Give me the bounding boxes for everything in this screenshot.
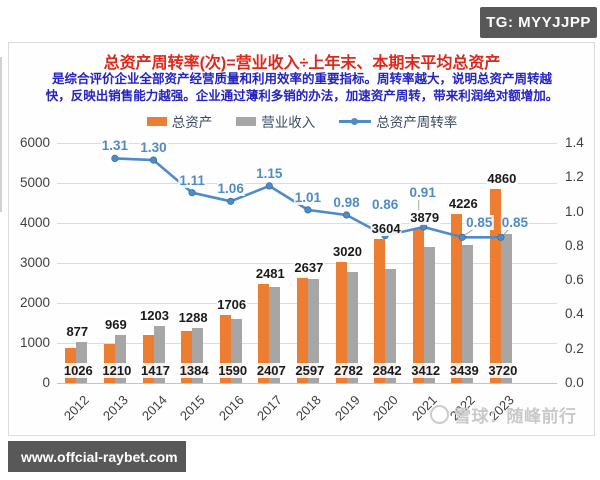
data-label-revenue-2018: 2597: [294, 363, 326, 378]
legend-label-turnover: 总资产周转率: [376, 115, 458, 130]
bar-total-assets-2018: [296, 277, 308, 383]
chart-description-line-1: 是综合评价企业全部资产经营质量和利用效率的重要指标。周转率越大，说明总资产周转越: [51, 72, 552, 86]
legend-label-revenue: 营业收入: [261, 115, 316, 130]
line-label-2017: 1.15: [255, 165, 284, 181]
telegram-badge-text: TG: MYYJJPP: [486, 14, 591, 31]
left-axis-tick: 1000: [19, 335, 50, 350]
bar-revenue-2018: [307, 279, 319, 383]
data-label-revenue-2015: 1384: [178, 363, 210, 378]
line-label-2022: 0.85: [465, 214, 494, 230]
data-label-total-assets-2017: 2481: [254, 265, 286, 281]
bar-total-assets-2023: [489, 188, 501, 383]
bar-total-assets-2021: [412, 227, 424, 383]
right-axis-tick: 1.0: [565, 203, 584, 219]
website-badge: www.offcial-raybet.com: [8, 441, 186, 472]
line-label-2021: 0.91: [408, 184, 437, 200]
data-label-revenue-2016: 1590: [217, 363, 249, 378]
revenue-swatch-icon: [236, 116, 257, 126]
bar-revenue-2019: [346, 271, 358, 383]
data-label-total-assets-2016: 1706: [216, 296, 248, 312]
left-edge-shadow: [0, 57, 2, 212]
data-label-revenue-2012: 1026: [62, 363, 94, 378]
data-label-total-assets-2012: 877: [65, 323, 90, 339]
bar-revenue-2013: [114, 334, 126, 383]
total-assets-swatch-icon: [146, 116, 167, 126]
left-axis-tick: 2000: [19, 295, 50, 310]
bar-total-assets-2016: [219, 314, 231, 383]
data-label-revenue-2014: 1417: [140, 363, 171, 378]
right-axis-tick: 0.8: [565, 237, 584, 253]
bar-revenue-2015: [192, 327, 204, 383]
line-label-2020: 0.86: [370, 197, 400, 213]
left-axis-tick: 6000: [19, 135, 50, 150]
line-label-2013: 1.31: [100, 138, 130, 154]
bar-total-assets-2014: [142, 334, 154, 383]
data-label-total-assets-2021: 3879: [409, 209, 441, 225]
chart-title: 总资产周转率(次)=营业收入÷上年末、本期末平均总资产: [103, 55, 501, 72]
line-label-2019: 0.98: [332, 195, 361, 210]
right-axis-tick: 1.4: [565, 135, 584, 150]
left-axis-tick: 0: [42, 375, 50, 390]
data-label-total-assets-2023: 4860: [486, 170, 518, 186]
line-label-2015: 1.11: [178, 172, 206, 188]
right-axis-tick: 1.2: [565, 169, 584, 185]
xueqiu-watermark: 雪球：随峰前行: [430, 402, 577, 427]
chart-description-line-2: 快，反映出销售能力越强。企业通过薄利多销的办法，加速资产周转，带来利润绝对额增加…: [45, 89, 559, 103]
right-axis-tick: 0.2: [565, 340, 584, 356]
right-axis-tick: 0.4: [565, 306, 584, 322]
data-label-revenue-2013: 1210: [101, 363, 133, 378]
data-label-revenue-2019: 2782: [333, 363, 364, 378]
data-label-revenue-2022: 3439: [448, 363, 480, 378]
bar-total-assets-2019: [335, 262, 347, 383]
bar-total-assets-2020: [374, 238, 386, 383]
chart-legend: 总资产 营业收入 总资产周转率: [8, 111, 596, 131]
bar-revenue-2020: [385, 269, 397, 383]
line-label-2018: 1.01: [293, 189, 323, 205]
bar-total-assets-2022: [451, 213, 463, 383]
data-label-total-assets-2019: 3020: [332, 244, 363, 260]
legend-item-revenue: 营业收入: [236, 111, 315, 131]
data-label-total-assets-2015: 1288: [177, 309, 209, 325]
data-label-revenue-2017: 2407: [255, 363, 287, 378]
left-axis-tick: 5000: [19, 175, 50, 190]
left-axis-tick: 4000: [19, 215, 50, 230]
telegram-badge: TG: MYYJJPP: [480, 7, 597, 38]
data-label-revenue-2021: 3412: [410, 363, 442, 378]
legend-item-turnover: 总资产周转率: [339, 111, 457, 131]
line-label-2016: 1.06: [216, 181, 245, 197]
watermark-text: 雪球：随峰前行: [454, 407, 577, 426]
snowball-ring-icon: [430, 405, 449, 424]
data-label-revenue-2020: 2842: [371, 363, 403, 378]
legend-label-total-assets: 总资产: [171, 115, 213, 130]
line-label-2023: 0.85: [500, 214, 530, 230]
data-label-revenue-2023: 3720: [487, 363, 519, 378]
bar-revenue-2017: [269, 286, 281, 383]
bar-revenue-2021: [423, 246, 435, 383]
gridline: [57, 183, 557, 184]
right-axis-tick: 0.6: [565, 272, 584, 288]
bar-revenue-2023: [500, 234, 512, 383]
bar-revenue-2012: [76, 341, 88, 383]
data-label-total-assets-2014: 1203: [139, 308, 170, 324]
legend-item-total-assets: 总资产: [146, 111, 213, 131]
data-label-total-assets-2018: 2637: [293, 259, 325, 275]
left-axis-tick: 3000: [19, 255, 50, 270]
bar-revenue-2016: [230, 319, 242, 383]
data-label-total-assets-2020: 3604: [370, 220, 402, 236]
line-label-2014: 1.30: [139, 140, 168, 156]
bar-revenue-2014: [153, 326, 165, 383]
data-label-total-assets-2022: 4226: [447, 195, 479, 211]
gridline: [57, 143, 557, 144]
website-badge-text: www.offcial-raybet.com: [21, 448, 178, 465]
bar-total-assets-2017: [258, 283, 270, 383]
x-axis-line: [57, 383, 557, 384]
turnover-line-swatch-icon: [339, 117, 372, 126]
bar-total-assets-2015: [181, 331, 193, 383]
data-label-total-assets-2013: 969: [104, 316, 128, 332]
bar-revenue-2022: [462, 245, 474, 383]
right-axis-tick: 0.0: [565, 375, 584, 390]
